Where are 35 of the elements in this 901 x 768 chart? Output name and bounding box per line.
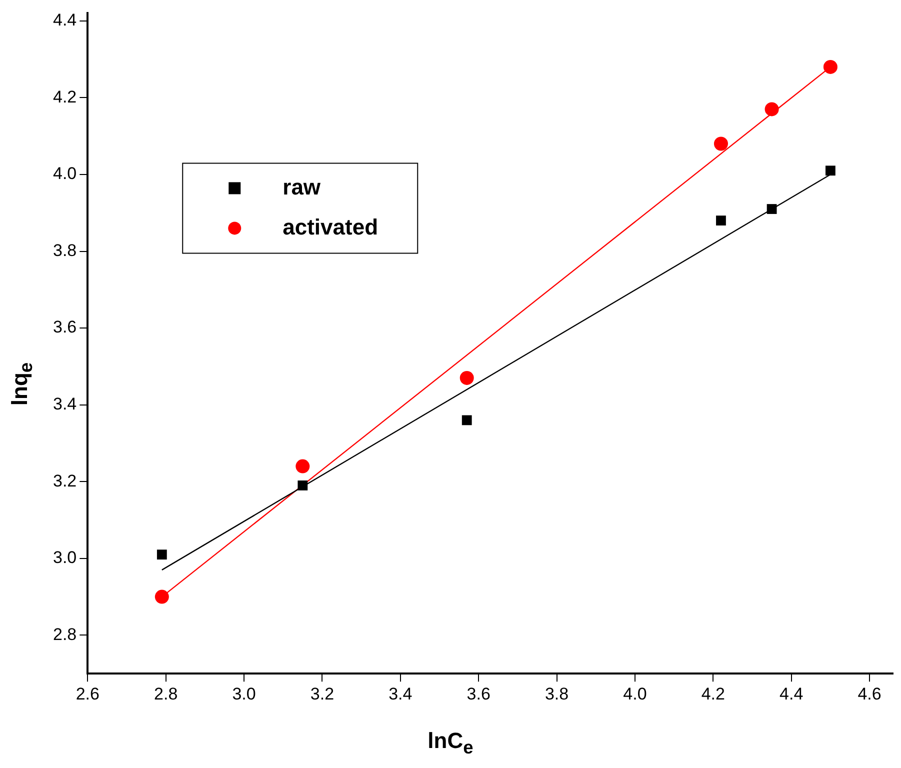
- point: [764, 102, 779, 116]
- point: [156, 550, 167, 560]
- point: [298, 480, 308, 490]
- x-tick-label: 2.8: [154, 684, 178, 704]
- point: [716, 216, 726, 226]
- point: [826, 166, 836, 176]
- x-tick-label: 3.8: [544, 684, 569, 704]
- point: [766, 204, 777, 214]
- x-tick-label: 3.0: [232, 684, 256, 704]
- x-axis-title: lnC$_{e}$: [426, 728, 474, 758]
- x-tick-label: 4.6: [858, 684, 882, 704]
- x-tick-label: 4.4: [780, 684, 804, 704]
- point: [823, 60, 838, 74]
- x-tick-label: 2.6: [76, 684, 100, 704]
- legend-label: raw: [282, 174, 322, 200]
- y-tick-label: 3.6: [52, 318, 77, 337]
- x-tick-label: 4.2: [701, 684, 725, 704]
- legend-label: activated: [282, 214, 378, 240]
- x-tick-label: 3.4: [388, 684, 412, 704]
- point: [462, 415, 472, 426]
- x-tick-label: 4.0: [623, 684, 647, 704]
- point: [460, 370, 474, 385]
- point: [154, 590, 169, 604]
- x-tick-label: 3.6: [466, 684, 490, 704]
- y-tick-label: 2.8: [52, 624, 77, 644]
- y-tick-label: 3.8: [52, 240, 77, 260]
- y-tick-label: 4.4: [52, 10, 77, 30]
- y-tick-label: 3.2: [52, 471, 77, 490]
- point: [296, 459, 310, 474]
- x-tick-label: 3.2: [310, 684, 334, 704]
- y-tick-label: 3.0: [52, 548, 77, 568]
- y-tick-label: 3.4: [52, 394, 77, 414]
- point: [714, 136, 728, 151]
- y-tick-label: 4.0: [52, 164, 77, 184]
- y-tick-label: 4.2: [52, 87, 77, 106]
